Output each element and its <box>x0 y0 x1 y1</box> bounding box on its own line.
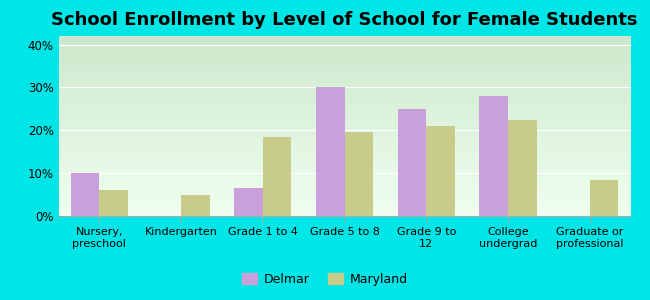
Bar <box>181 195 210 216</box>
Bar <box>71 173 99 216</box>
Bar <box>234 188 263 216</box>
Bar <box>398 109 426 216</box>
Bar <box>316 87 344 216</box>
Bar <box>426 126 455 216</box>
Title: School Enrollment by Level of School for Female Students: School Enrollment by Level of School for… <box>51 11 638 29</box>
Bar <box>344 132 373 216</box>
Bar <box>479 96 508 216</box>
Bar <box>590 180 618 216</box>
Bar <box>99 190 128 216</box>
Legend: Delmar, Maryland: Delmar, Maryland <box>237 268 413 291</box>
Bar <box>508 120 536 216</box>
Bar <box>263 137 291 216</box>
